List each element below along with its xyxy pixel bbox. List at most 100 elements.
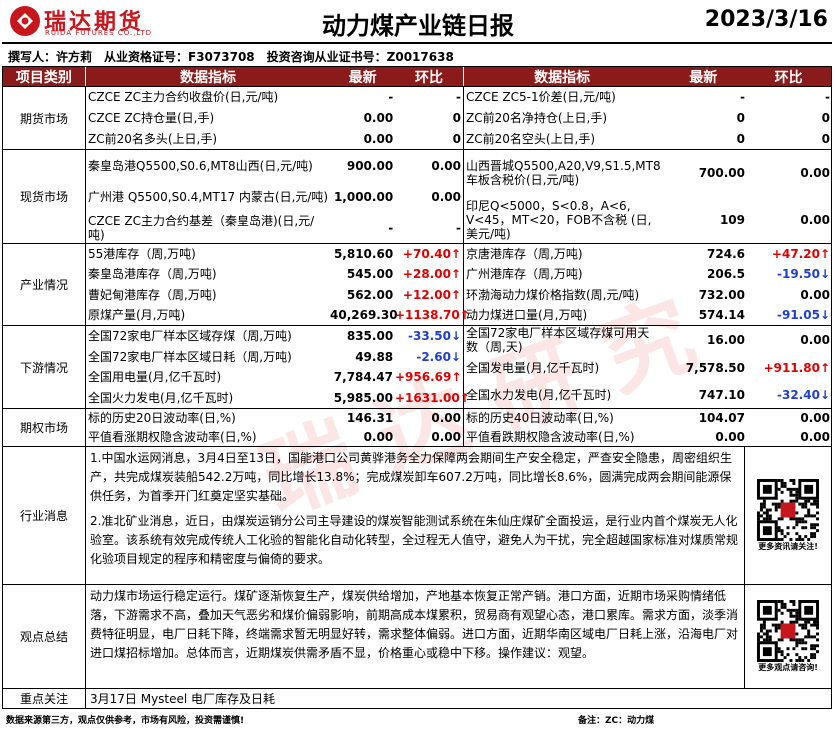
section-row: 观点总结 动力煤市场运行稳定运行。煤矿逐渐恢复生产，煤炭供给增加，产地基本恢复正常… [3, 585, 831, 689]
latest-value: 206.5 [707, 267, 745, 282]
data-item: 山西晋城Q5500,A20,V9,S1.5,MT8 车板含税价(日,元/吨) 70… [464, 150, 832, 197]
data-item: 广州港库存（周,万吨) 206.5 -19.50↓ [464, 264, 832, 284]
change-value: 0.00 [800, 429, 830, 444]
data-item: 动力煤进口量(月,万吨) 574.14 -91.05↓ [464, 305, 832, 325]
data-block: 55港库存（周,万吨) 5,810.60 +70.40↑ 秦皇岛港库存（周,万吨) 54… [86, 244, 470, 325]
report-table: 项目类别 数据指标 最新 环比 数据指标 最新 环比 期货市场 CZCE ZC主力合约收盘价(… [2, 66, 832, 709]
change-value: 0.00 [431, 189, 461, 204]
latest-value: 7,578.50 [685, 360, 745, 375]
section-row: 下游情况 全国72家电厂样本区域存煤（周,万吨) 835.00 -33.50↓ 全国72… [3, 326, 831, 409]
indicator-name: ZC前20名空头(上日,手) [466, 131, 596, 146]
indicator-name: 平值看跌期权隐含波动率(日,%) [466, 429, 635, 444]
column-header: 最新 [348, 69, 377, 86]
data-block: 全国72家电厂样本区域存煤可用天数（周,天) 16.00 0.00 全国发电量(月,亿… [464, 326, 832, 408]
column-header: 最新 [689, 69, 718, 86]
change-value: 0 [821, 111, 830, 125]
indicator-name: CZCE ZC主力合约基差（秦皇岛港)(日,元/吨) [88, 213, 315, 242]
change-value: +28.00↑ [402, 267, 461, 282]
change-value: 0.00 [431, 411, 461, 426]
indicator-name: ZC前20名净持仓(上日,手) [466, 111, 608, 125]
latest-value: 109 [719, 212, 745, 227]
data-item: 京唐港库存（周,万吨) 724.6 +47.20↑ [464, 244, 832, 264]
latest-value: 724.6 [707, 247, 745, 262]
data-item: 平值看涨期权隐含波动率(日,%) 0.00 0.00 [86, 428, 463, 447]
qr-block: 更多资讯请关注! [745, 447, 831, 584]
change-value: +911.80↑ [763, 360, 830, 375]
change-value: - [456, 220, 461, 235]
qr-code [757, 479, 820, 541]
change-value: +47.20↑ [771, 247, 830, 262]
change-value: - [825, 90, 830, 105]
data-block: CZCE ZC主力合约收盘价(日,元/吨) - - CZCE ZC持仓量(日,手) 0.… [86, 87, 464, 149]
data-item: 印尼Q<5000，S<0.8，A<6, V<45，MT<20，FOB不含税 (日… [464, 197, 832, 244]
indicator-name: 平值看涨期权隐含波动率(日,%) [88, 429, 257, 444]
data-block: 标的历史20日波动率(日,%) 146.31 0.00 平值看涨期权隐含波动率(日,%… [86, 409, 464, 446]
change-value: 0.00 [800, 166, 830, 181]
data-item: CZCE ZC主力合约收盘价(日,元/吨) - - [86, 87, 463, 108]
latest-value: 562.00 [346, 287, 394, 302]
data-item: 全国72家电厂样本区域存煤可用天数（周,天) 16.00 0.00 [464, 326, 832, 354]
data-item: 标的历史20日波动率(日,%) 146.31 0.00 [86, 409, 463, 428]
change-value: +1631.00↑ [395, 390, 470, 405]
qr-caption: 更多观点请咨询! [758, 663, 818, 672]
indicator-name: 全国用电量(月,亿千瓦时) [88, 370, 222, 385]
latest-value: 0 [736, 111, 745, 125]
data-item: 全国72家电厂样本区域日耗（周,万吨) 49.88 -2.60↓ [86, 347, 463, 368]
latest-value: 574.14 [698, 307, 745, 322]
indicator-name: 山西晋城Q5500,A20,V9,S1.5,MT8 车板含税价(日,元/吨) [466, 159, 661, 188]
indicator-name: 秦皇岛港Q5500,S0.6,MT8山西(日,元/吨) [88, 158, 313, 173]
paragraph: 动力煤市场运行稳定运行。煤矿逐渐恢复生产，煤炭供给增加，产地基本恢复正常产销。港… [90, 589, 739, 660]
category-cell: 期权市场 [3, 409, 86, 446]
table-header: 项目类别 数据指标 最新 环比 数据指标 最新 环比 [3, 67, 831, 87]
latest-value: 0.00 [363, 131, 394, 146]
indicator-name: 动力煤进口量(月,万吨) [466, 307, 588, 322]
change-value: 0 [452, 131, 461, 146]
category-cell: 重点关注 [3, 689, 86, 708]
change-value: +1138.70↑ [395, 307, 470, 322]
latest-value: 835.00 [346, 329, 394, 344]
latest-value: 700.00 [698, 166, 745, 181]
data-item: CZCE ZC主力合约基差（秦皇岛港)(日,元/吨) - - [86, 212, 463, 243]
author-line: 撰写人：许方莉 从业资格证号：F3073708 投资咨询从业证书号：Z00176… [8, 50, 454, 64]
change-value: 0 [452, 111, 461, 125]
section-row: 期权市场 标的历史20日波动率(日,%) 146.31 0.00 平值看涨期权隐含波动率… [3, 409, 831, 447]
data-item: CZCE ZC持仓量(日,手) 0.00 0 [86, 108, 463, 129]
indicator-name: CZCE ZC持仓量(日,手) [88, 111, 215, 125]
change-value: -19.50↓ [777, 267, 830, 282]
indicator-name: 全国火力发电(月,亿千瓦时) [88, 390, 234, 405]
qr-code [757, 600, 820, 662]
section-row: 行业消息 1.中国水运网消息，3月4日至13日，国能港口公司黄骅港务全力保障两会期… [3, 447, 831, 585]
latest-value: 104.07 [698, 411, 745, 426]
latest-value: 1,000.00 [333, 189, 394, 204]
change-value: 0.00 [431, 429, 461, 444]
logo-text: 瑞达期货 [44, 10, 145, 35]
indicator-name: 标的历史20日波动率(日,%) [88, 411, 236, 426]
change-value: 0.00 [800, 287, 830, 302]
indicator-name: 曹妃甸港库存（周,万吨) [88, 287, 217, 302]
indicator-name: 广州港库存（周,万吨) [466, 267, 583, 282]
data-item: 广州港 Q5500,S0.4,MT17 内蒙古(日,元/吨) 1,000.00 0.… [86, 181, 463, 212]
indicator-name: 环渤海动力煤价格指数(周,元/吨) [466, 287, 640, 302]
data-block: 全国72家电厂样本区域存煤（周,万吨) 835.00 -33.50↓ 全国72家电厂样… [86, 326, 470, 408]
logo-subtext: RUIDA FUTURES CO.,LTD [45, 29, 153, 37]
data-item: CZCE ZC5-1价差(日,元/吨) - - [464, 87, 832, 108]
column-header: 数据指标 [180, 69, 236, 86]
note: 备注：ZC：动力煤 [578, 716, 655, 726]
data-item: ZC前20名空头(上日,手) 0 0 [464, 128, 832, 149]
text-block: 动力煤市场运行稳定运行。煤矿逐渐恢复生产，煤炭供给增加，产地基本恢复正常产销。港… [86, 585, 746, 688]
data-item: 全国水力发电(月,亿千瓦时) 747.10 -32.40↓ [464, 381, 832, 408]
report-title: 动力煤产业链日报 [322, 12, 514, 40]
section-row: 重点关注 3月17日 Mysteel 电厂库存及日耗 [3, 689, 831, 708]
category-cell: 行业消息 [3, 447, 86, 584]
latest-value: 5,985.00 [333, 390, 393, 405]
indicator-name: 标的历史40日波动率(日,%) [466, 411, 614, 426]
latest-value: 49.88 [355, 349, 394, 364]
qr-caption: 更多资讯请关注! [758, 542, 818, 551]
column-header: 数据指标 [534, 69, 591, 86]
category-cell: 现货市场 [3, 150, 86, 243]
paragraph: 1.中国水运网消息，3月4日至13日，国能港口公司黄骅港务全力保障两会期间生产安… [90, 451, 732, 503]
latest-value: 0 [736, 131, 745, 146]
data-item: 原煤产量(月,万吨) 40,269.30 +1138.70↑ [86, 305, 470, 325]
change-value: +12.00↑ [402, 287, 461, 302]
